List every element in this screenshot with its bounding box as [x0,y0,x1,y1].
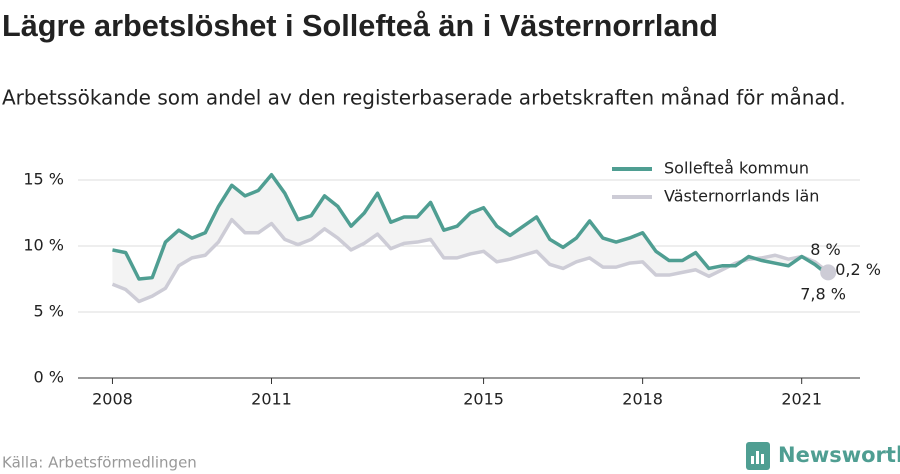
source: Källa: Arbetsförmedlingen [2,454,197,472]
y-tick-label: 0 % [34,368,64,387]
x-tick-label: 2011 [251,390,292,409]
y-tick-label: 10 % [23,236,64,255]
x-tick-label: 2015 [463,390,504,409]
annotation: 0,2 % [835,260,881,279]
annotation: 7,8 % [800,285,846,304]
y-tick-label: 15 % [23,170,64,189]
legend-label: Västernorrlands län [664,187,819,206]
logo-icon-bar [761,454,764,464]
chart-subtitle: Arbetssökande som andel av den registerb… [2,86,846,110]
end-marker [820,264,837,281]
legend-label: Sollefteå kommun [664,159,809,178]
x-tick-label: 2008 [92,390,133,409]
x-tick-label: 2021 [781,390,822,409]
x-tick-label: 2018 [622,390,663,409]
y-tick-label: 5 % [34,302,64,321]
annotation: 8 % [810,240,840,259]
logo: Newsworthy [746,442,900,470]
chart-title: Lägre arbetslöshet i Sollefteå än i Väst… [2,8,718,43]
logo-icon-bar [756,451,759,464]
logo-icon-bar [751,456,754,464]
line [111,217,830,304]
line [112,172,830,281]
logo-text: Newsworthy [778,443,900,467]
difference-band [112,174,829,302]
